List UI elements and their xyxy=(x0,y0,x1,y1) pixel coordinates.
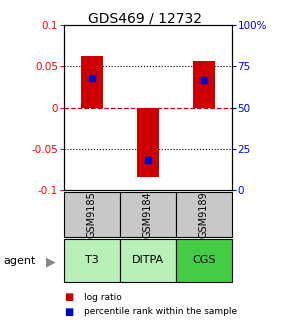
Text: ▶: ▶ xyxy=(46,255,56,268)
Bar xyxy=(176,239,232,282)
Text: percentile rank within the sample: percentile rank within the sample xyxy=(84,307,237,316)
Bar xyxy=(120,192,176,237)
Text: ■: ■ xyxy=(64,307,73,317)
Text: agent: agent xyxy=(3,256,35,266)
Bar xyxy=(120,239,176,282)
Bar xyxy=(137,108,159,177)
Bar xyxy=(81,56,103,108)
Text: log ratio: log ratio xyxy=(84,293,122,302)
Text: GSM9184: GSM9184 xyxy=(143,191,153,238)
Bar xyxy=(193,60,215,108)
Bar xyxy=(64,192,120,237)
Text: GDS469 / 12732: GDS469 / 12732 xyxy=(88,12,202,26)
Text: ■: ■ xyxy=(64,292,73,302)
Bar xyxy=(176,192,232,237)
Text: DITPA: DITPA xyxy=(132,255,164,265)
Bar xyxy=(64,239,120,282)
Text: GSM9189: GSM9189 xyxy=(199,191,209,238)
Text: CGS: CGS xyxy=(192,255,216,265)
Text: GSM9185: GSM9185 xyxy=(87,191,97,238)
Text: T3: T3 xyxy=(85,255,99,265)
